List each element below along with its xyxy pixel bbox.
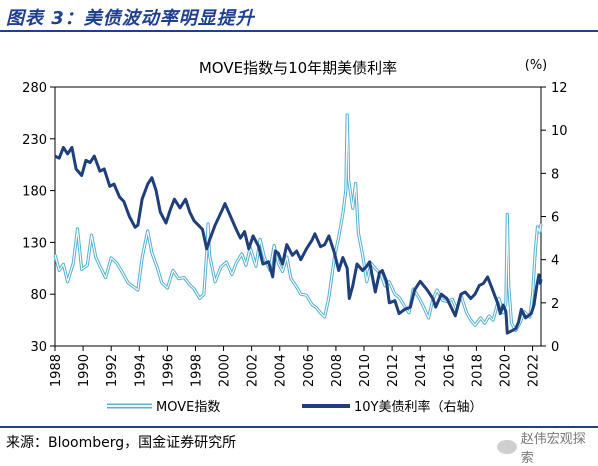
x-tick-label: 1992 [105, 354, 120, 387]
chart-title: MOVE指数与10年期美债利率 [199, 59, 397, 77]
legend-label-yield: 10Y美债利率（右轴） [354, 399, 482, 415]
x-tick-label: 2018 [470, 354, 485, 387]
x-tick-label: 1990 [77, 354, 92, 387]
x-tick-label: 1994 [133, 354, 148, 387]
y-right-tick-label: 10 [551, 124, 568, 139]
x-tick-label: 1998 [189, 354, 204, 387]
x-tick-label: 2022 [527, 354, 542, 387]
x-tick-label: 2004 [274, 354, 289, 387]
wechat-icon [497, 440, 517, 454]
x-tick-label: 2006 [302, 354, 317, 387]
x-tick-label: 2016 [442, 354, 457, 387]
x-tick-label: 2010 [358, 354, 373, 387]
legend-label-move: MOVE指数 [156, 400, 220, 415]
figure-title: 图表 3：美债波动率明显提升 [6, 8, 255, 29]
x-tick-label: 1996 [161, 354, 176, 387]
y-left-tick-label: 280 [22, 81, 47, 96]
x-tick-label: 2002 [246, 354, 261, 387]
y-left-tick-label: 30 [30, 340, 47, 355]
x-tick-label: 2012 [386, 354, 401, 387]
source-rule [0, 426, 598, 428]
x-tick-label: 1988 [49, 354, 64, 387]
source-note: 来源：Bloomberg，国金证券研究所 [6, 435, 237, 451]
right-axis-unit: (%) [525, 58, 548, 73]
y-left-tick-label: 130 [22, 236, 47, 251]
y-left-tick-label: 80 [30, 288, 47, 303]
series-move-index [53, 113, 543, 333]
title-rule [0, 30, 598, 32]
y-right-tick-label: 4 [551, 254, 559, 269]
x-tick-label: 2014 [414, 354, 429, 387]
series-move-index-inner [54, 114, 542, 332]
x-tick-label: 2020 [498, 354, 513, 387]
y-left-tick-label: 180 [22, 185, 47, 200]
y-right-tick-label: 0 [551, 340, 559, 355]
x-tick-label: 2000 [218, 354, 233, 387]
x-tick-label: 2008 [330, 354, 345, 387]
y-right-tick-label: 8 [551, 167, 559, 182]
watermark: 赵伟宏观探索 [497, 428, 598, 466]
y-right-tick-label: 12 [551, 81, 568, 96]
watermark-text: 赵伟宏观探索 [520, 432, 586, 466]
y-right-tick-label: 6 [551, 211, 559, 226]
series-10y-yield [54, 145, 543, 335]
y-left-tick-label: 230 [22, 133, 47, 148]
y-right-tick-label: 2 [551, 297, 559, 312]
